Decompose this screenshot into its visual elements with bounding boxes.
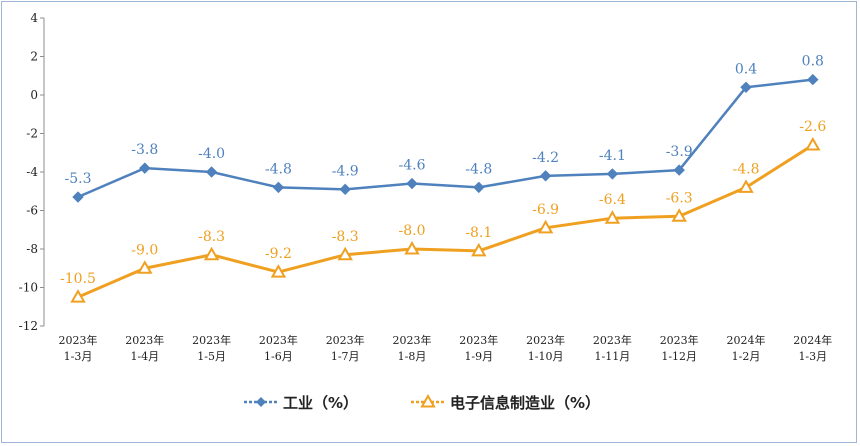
x-tick-label-year: 2023年 [326,333,365,347]
data-point-electronics [337,246,353,261]
x-tick-label-year: 2023年 [125,333,164,347]
legend-label: 工业（%） [283,394,358,412]
x-tick-label-year: 2024年 [727,333,766,347]
x-tick-label-year: 2023年 [526,333,565,347]
data-point-industry [740,81,752,94]
data-point-electronics [137,260,153,274]
y-tick-label: 0 [30,88,38,102]
x-tick-label-period: 1-10月 [528,350,564,363]
data-point-industry [539,170,552,182]
x-tick-label-year: 2023年 [59,333,98,347]
data-point-electronics [537,219,554,234]
x-tick-label-period: 1-8月 [398,350,427,363]
data-label: -4.8 [733,161,760,177]
data-label: -8.0 [399,223,426,239]
data-point-industry [139,162,151,174]
y-tick-label: 2 [30,50,38,64]
data-label: 0.4 [735,61,757,77]
data-point-industry [406,177,418,190]
data-label: -2.6 [799,119,826,135]
data-point-electronics [805,137,821,151]
x-tick-label-period: 1-4月 [130,350,159,363]
series-line-industry [77,78,813,199]
data-label: -4.8 [465,161,492,177]
x-tick-label-period: 1-3月 [798,350,827,363]
data-label: -4.0 [198,146,225,162]
data-point-electronics [203,246,220,261]
data-point-electronics [604,210,621,224]
x-tick-label-period: 1-2月 [732,350,761,363]
data-point-electronics [671,208,687,222]
x-tick-label-period: 1-7月 [331,350,360,363]
legend-marker-triangle [420,393,436,408]
data-label: -6.4 [599,192,626,208]
data-point-industry [205,166,218,178]
data-label: -8.1 [465,225,492,241]
y-tick-label: 4 [30,11,38,25]
legend-label: 电子信息制造业（%） [450,394,600,412]
x-tick-label-period: 1-12月 [661,350,697,363]
data-point-electronics [70,289,86,303]
data-label: -4.1 [599,148,626,164]
data-point-electronics [270,264,287,278]
data-point-industry [807,73,819,86]
x-tick-label-period: 1-5月 [197,350,226,363]
series-line-electronics [77,143,814,299]
x-tick-label-period: 1-9月 [464,350,493,363]
x-tick-label-year: 2023年 [660,333,699,347]
x-tick-label-year: 2023年 [192,333,231,347]
x-tick-label-period: 1-11月 [595,350,631,363]
data-label: -3.8 [131,142,158,158]
data-label: -8.3 [332,229,359,245]
y-tick-label: -8 [26,242,38,256]
data-point-industry [673,164,685,176]
data-point-industry [72,191,84,203]
x-tick-label-year: 2023年 [593,333,632,347]
data-point-industry [339,183,351,196]
x-tick-label-year: 2023年 [259,333,298,347]
data-point-electronics [404,240,420,255]
y-tick-label: -12 [19,319,38,333]
data-label: -5.3 [65,171,92,187]
y-tick-label: -6 [26,204,38,218]
x-tick-label-year: 2023年 [393,333,432,347]
data-label: -4.8 [265,161,292,177]
x-tick-label-period: 1-6月 [264,350,293,363]
data-label: -4.6 [399,158,426,174]
x-tick-label-year: 2023年 [459,333,498,347]
data-label: -9.2 [265,246,292,262]
data-label: 0.8 [802,54,824,70]
y-tick-label: -10 [19,281,38,295]
data-label: -10.5 [60,271,96,287]
data-point-industry [272,181,285,194]
data-label: -4.2 [532,150,559,166]
data-label: -3.9 [666,144,693,160]
y-tick-label: -2 [26,127,38,141]
data-point-industry [473,181,485,194]
data-point-electronics [738,179,754,193]
legend-marker-diamond [256,397,266,407]
y-tick-label: -4 [26,165,38,179]
data-label: -6.9 [532,202,559,218]
x-tick-label-year: 2024年 [793,333,832,347]
data-point-electronics [471,242,487,257]
data-label: -4.9 [332,163,359,179]
data-label: -9.0 [131,242,158,258]
x-tick-label-period: 1-3月 [64,350,93,363]
data-label: -6.3 [666,190,693,206]
data-label: -8.3 [198,229,225,245]
data-point-industry [606,168,619,180]
